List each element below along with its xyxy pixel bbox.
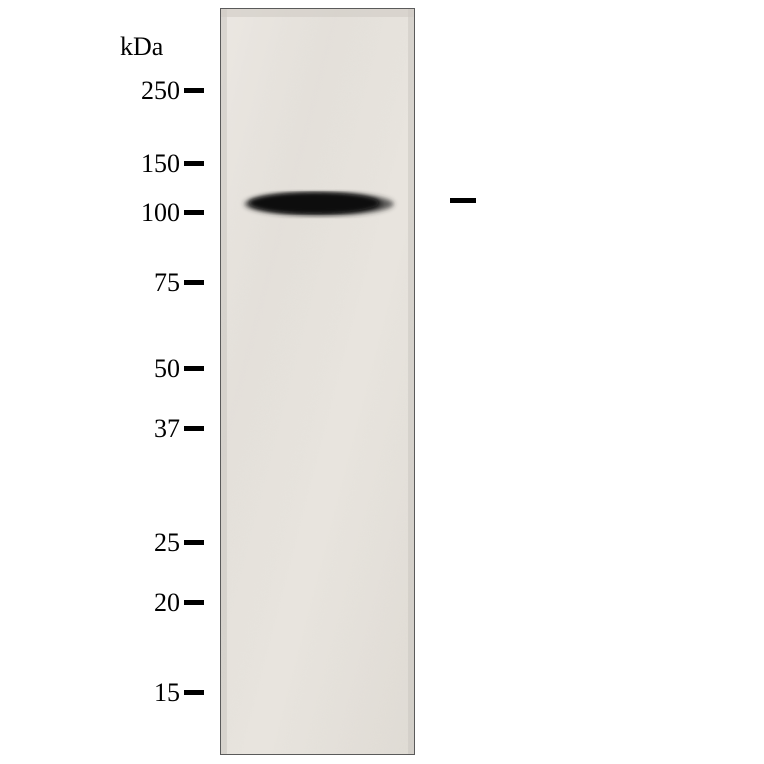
marker-label: 75	[154, 268, 180, 298]
marker-label: 15	[154, 678, 180, 708]
marker-label: 150	[141, 149, 180, 179]
marker-label: 100	[141, 198, 180, 228]
tick-mark	[184, 210, 204, 215]
unit-label: kDa	[120, 32, 163, 62]
tick-mark	[184, 690, 204, 695]
tick-mark	[184, 88, 204, 93]
blot-lane	[220, 8, 415, 755]
marker-label: 37	[154, 414, 180, 444]
tick-mark	[184, 161, 204, 166]
tick-mark	[184, 280, 204, 285]
band-indicator-mark	[450, 198, 476, 203]
marker-label: 250	[141, 76, 180, 106]
tick-mark	[184, 600, 204, 605]
western-blot-figure: kDa 250 150 100 75 50 37	[0, 0, 764, 764]
molecular-weight-ladder: kDa 250 150 100 75 50 37	[0, 0, 220, 764]
tick-mark	[184, 366, 204, 371]
protein-band	[239, 187, 399, 221]
marker-label: 50	[154, 354, 180, 384]
tick-mark	[184, 540, 204, 545]
lane-membrane-background	[221, 9, 414, 754]
tick-mark	[184, 426, 204, 431]
marker-label: 20	[154, 588, 180, 618]
marker-label: 25	[154, 528, 180, 558]
